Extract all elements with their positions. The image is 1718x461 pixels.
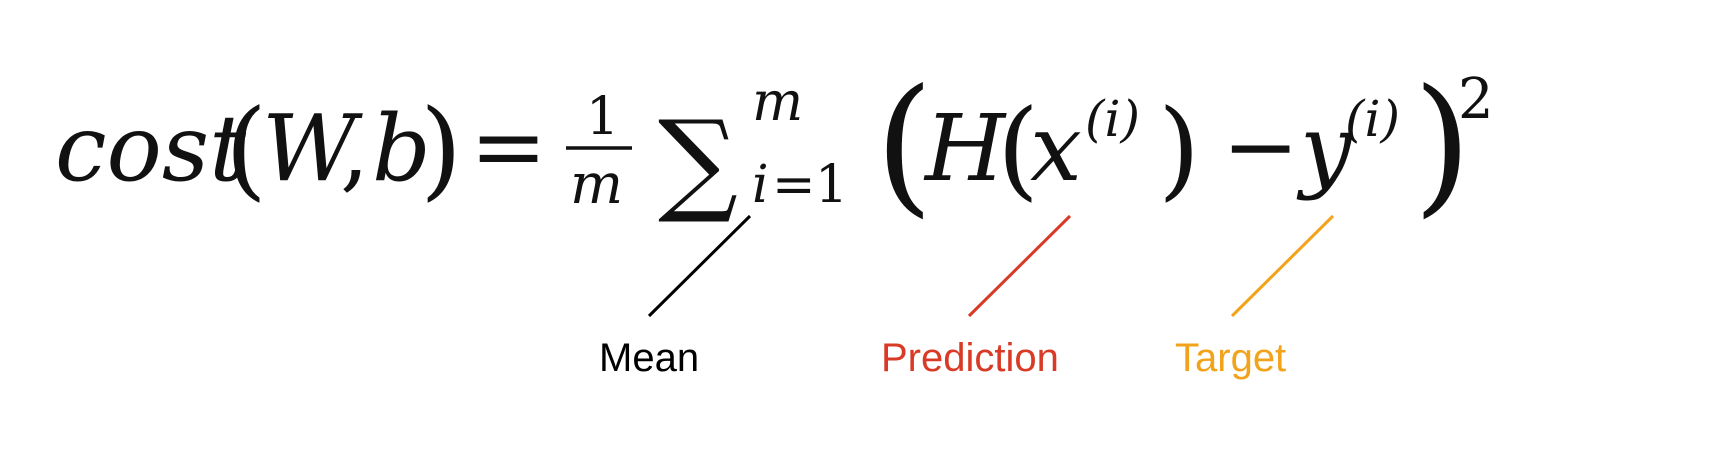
- big-open-paren: (: [875, 58, 934, 232]
- square-exponent: 2: [1458, 67, 1494, 132]
- hypothesis-open-paren: (: [997, 87, 1039, 212]
- hypothesis-function: H: [923, 95, 1007, 202]
- minus-sign: −: [1222, 93, 1299, 200]
- cost-function-name: cost: [55, 95, 247, 202]
- prediction-label: Prediction: [881, 336, 1059, 380]
- input-variable-x: x: [1030, 95, 1082, 202]
- weight-variable: W: [262, 95, 363, 202]
- summation-symbol: ∑: [658, 97, 738, 227]
- target-variable-y: y: [1296, 95, 1353, 202]
- hypothesis-close-paren: ): [1158, 87, 1200, 212]
- lhs-close-paren: ): [420, 87, 462, 212]
- prediction-connector-line: [967, 214, 1072, 318]
- sum-upper-limit: m: [752, 70, 803, 133]
- big-close-paren: ): [1413, 58, 1472, 232]
- sum-index-variable: i: [752, 155, 769, 215]
- target-label: Target: [1175, 336, 1286, 380]
- lhs-comma: ,: [340, 95, 369, 202]
- mean-connector-line: [647, 214, 752, 318]
- fraction-denominator: m: [570, 152, 623, 217]
- equals-sign: =: [470, 93, 547, 200]
- x-superscript: (i): [1085, 90, 1140, 148]
- sum-index-equals: =: [772, 155, 816, 215]
- lhs-open-paren: (: [225, 87, 267, 212]
- target-connector-line: [1230, 214, 1335, 318]
- bias-variable: b: [372, 95, 431, 202]
- sum-lower-limit: 1: [815, 155, 848, 215]
- y-superscript: (i): [1345, 90, 1400, 148]
- fraction-numerator: 1: [586, 87, 619, 147]
- mean-label: Mean: [599, 336, 699, 380]
